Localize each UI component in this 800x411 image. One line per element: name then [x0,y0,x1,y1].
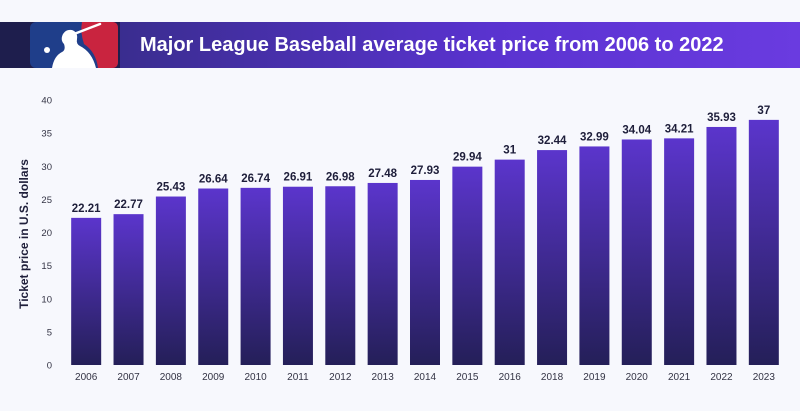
data-label: 27.93 [411,165,440,177]
y-tick-label: 35 [41,129,52,140]
data-label: 31 [503,145,516,157]
bar [240,187,271,365]
data-label: 32.99 [580,131,609,143]
data-label: 22.21 [72,203,101,215]
x-tick-label: 2016 [499,372,522,383]
bar [282,186,313,365]
x-tick-label: 2011 [287,372,309,383]
x-tick-label: 2007 [117,372,140,383]
y-axis-label: Ticket price in U.S. dollars [17,159,31,309]
bar [113,214,144,365]
x-tick-label: 2015 [456,372,479,383]
data-label: 27.48 [368,168,397,180]
x-tick-label: 2013 [372,372,395,383]
bar [706,126,737,365]
page-title: Major League Baseball average ticket pri… [140,34,724,56]
y-tick-label: 0 [47,361,52,372]
bars [71,119,779,365]
data-label: 26.64 [199,174,228,186]
x-tick-label: 2020 [626,372,649,383]
data-label: 34.21 [665,123,694,135]
bar-chart: Ticket price in U.S. dollars 0 5 10 15 20 25 3… [17,96,779,383]
bar [621,139,652,365]
bar [579,146,610,365]
x-tick-label: 2021 [668,372,691,383]
data-label: 29.94 [453,152,482,164]
x-tick-label: 2008 [160,372,183,383]
bar [410,179,440,365]
y-tick-label: 15 [41,261,52,272]
y-tick-label: 20 [41,228,52,239]
bar [71,217,102,365]
y-axis-ticks: 0 5 10 15 20 25 30 35 40 [41,96,52,372]
mlb-logo [30,22,118,68]
bar [494,159,525,365]
value-labels: 22.21 22.77 25.43 26.64 26.74 26.91 26.98 27.48… [72,105,770,215]
x-tick-label: 2022 [710,372,733,383]
x-tick-label: 2019 [583,372,606,383]
title-banner: Major League Baseball average ticket pri… [0,22,800,68]
bar [748,119,779,365]
x-tick-label: 2012 [329,372,352,383]
bar [537,150,568,365]
data-label: 37 [757,105,770,117]
data-label: 25.43 [156,182,185,194]
x-tick-label: 2018 [541,372,564,383]
data-label: 35.93 [707,112,736,124]
bar [367,182,398,365]
x-tick-label: 2009 [202,372,225,383]
y-tick-label: 10 [41,294,52,305]
y-tick-label: 5 [47,327,52,338]
x-axis-ticks: 2006 2007 2008 2009 2010 2011 2012 2013 2014 2015… [75,372,775,383]
x-tick-label: 2006 [75,372,98,383]
x-tick-label: 2023 [753,372,776,383]
data-label: 34.04 [622,124,651,136]
bar [155,196,186,365]
data-label: 26.98 [326,171,355,183]
bar [452,166,483,365]
chart-area: Ticket price in U.S. dollars 0 5 10 15 20 25 3… [0,68,800,406]
bar [198,188,229,365]
data-label: 22.77 [114,199,143,211]
bar [325,186,356,365]
data-label: 26.74 [241,173,270,185]
banner-title-panel [120,22,800,68]
x-tick-label: 2010 [244,372,267,383]
y-tick-label: 25 [41,195,52,206]
data-label: 26.91 [284,172,313,184]
data-label: 32.44 [538,135,567,147]
y-tick-label: 40 [41,96,52,107]
bar [664,138,695,365]
y-tick-label: 30 [41,162,52,173]
x-tick-label: 2014 [414,372,437,383]
